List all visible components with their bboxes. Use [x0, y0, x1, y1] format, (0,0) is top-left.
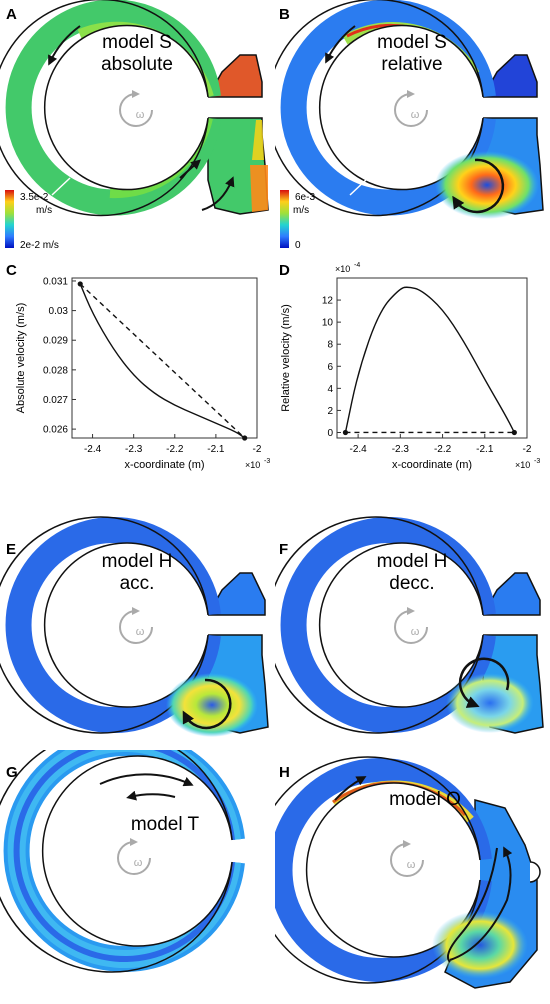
y-tick-label: 0.027: [43, 395, 68, 406]
x-tick-label: -2.2: [434, 444, 452, 455]
model-s-relative-map: ω model S relative 6e-3 m/s 0: [266, 0, 544, 251]
panel-c: C -2.4 -2.3 -2.2 -2.1 -2 0.026 0.027 0.028 0.029…: [0, 260, 275, 500]
colorbar-max-label: 3.5e-2: [20, 192, 49, 203]
x-tick-label: -2.3: [392, 444, 410, 455]
colorbar-unit-label: m/s: [293, 205, 309, 216]
x-axis-label: x-coordinate (m): [124, 459, 204, 471]
omega-symbol: ω: [136, 109, 145, 121]
endpoint-marker: [511, 429, 517, 436]
y-tick-label: 0.03: [49, 306, 69, 317]
y-axis-label: Absolute velocity (m/s): [15, 303, 27, 414]
y-tick-label: 0.031: [43, 276, 68, 287]
model-h-acc-map: ω model H acc.: [0, 516, 269, 737]
panel-title-line1: model S: [377, 32, 447, 53]
panel-letter: B: [279, 6, 290, 23]
y-tick-label: 12: [322, 296, 334, 307]
endpoint-marker: [242, 435, 248, 441]
panel-h: H ω model O: [253, 750, 550, 999]
velocity-curve: [79, 283, 246, 439]
endpoint-marker: [77, 281, 83, 287]
x-axis-label: x-coordinate (m): [392, 459, 472, 471]
endpoint-marker: [342, 429, 349, 436]
panel-title-line1: model H: [377, 551, 448, 572]
x-axis-exponent: -3: [534, 458, 540, 465]
panel-title-line2: acc.: [120, 573, 155, 594]
panel-title-line2: relative: [381, 54, 442, 75]
x-tick-label: -2.3: [125, 444, 143, 455]
colorbar-max-label: 6e-3: [295, 192, 315, 203]
x-tick-label: -2.4: [84, 444, 102, 455]
omega-symbol: ω: [411, 626, 420, 638]
panel-d: D -2.4 -2.3 -2.2 -2.1 -2 0 2 4 6 8 10 12 x-coordinat…: [275, 260, 550, 500]
omega-symbol: ω: [136, 626, 145, 638]
colorbar-min-label: 2e-2 m/s: [20, 240, 59, 251]
x-tick-label: -2: [253, 444, 262, 455]
x-tick-label: -2.1: [476, 444, 494, 455]
panel-title-line1: model O: [389, 789, 461, 810]
x-tick-label: -2.2: [166, 444, 184, 455]
model-h-decc-map: ω model H decc.: [266, 516, 544, 734]
x-tick-label: -2.4: [349, 444, 367, 455]
dashed-reference-line: [79, 283, 246, 439]
y-tick-label: 0: [327, 428, 333, 439]
model-t-map: ω model T: [0, 729, 245, 973]
x-axis-multiplier: ×10: [245, 460, 260, 470]
y-axis-multiplier: ×10: [335, 264, 350, 274]
panel-b: B ω model S relative 6e-3 m/s 0: [266, 0, 550, 260]
panel-letter: D: [279, 262, 290, 279]
model-s-absolute-map: ω model S absolute 3.5e-2 m/s 2e-2 m/s: [0, 0, 269, 251]
omega-symbol: ω: [411, 109, 420, 121]
panel-e: E ω model H acc.: [0, 505, 275, 745]
colorbar: [280, 190, 289, 248]
panel-letter: E: [6, 541, 17, 558]
panel-letter: H: [279, 764, 290, 781]
panel-title-line2: decc.: [389, 573, 434, 594]
panel-a: A ω model S absolute 3.5e-2 m/s 2e-2 m/s: [0, 0, 275, 260]
panel-title-line2: absolute: [101, 54, 173, 75]
panel-letter: F: [279, 541, 289, 558]
omega-symbol: ω: [134, 857, 143, 869]
y-axis-exponent: -4: [354, 262, 360, 269]
y-tick-label: 8: [327, 340, 333, 351]
y-tick-label: 0.029: [43, 336, 68, 347]
omega-symbol: ω: [407, 859, 416, 871]
y-tick-label: 10: [322, 318, 334, 329]
x-tick-label: -2.1: [207, 444, 225, 455]
panel-letter: A: [6, 6, 17, 23]
panel-title-line1: model S: [102, 32, 172, 53]
absolute-velocity-chart: -2.4 -2.3 -2.2 -2.1 -2 0.026 0.027 0.028 0.029 0.…: [15, 276, 270, 471]
plot-frame: [336, 277, 528, 439]
model-o-map: ω model O: [253, 756, 541, 989]
y-tick-label: 4: [327, 384, 333, 395]
x-axis-exponent: -3: [264, 458, 270, 465]
panel-title-line1: model H: [102, 551, 173, 572]
panel-g: G ω model T: [0, 729, 275, 999]
colorbar-unit-label: m/s: [36, 205, 52, 216]
y-tick-label: 0.028: [43, 365, 68, 376]
panel-title-line1: model T: [131, 814, 200, 835]
relative-velocity-chart: -2.4 -2.3 -2.2 -2.1 -2 0 2 4 6 8 10 12 x-coordinate …: [280, 262, 540, 471]
panel-letter: G: [6, 764, 18, 781]
colorbar-min-label: 0: [295, 240, 301, 251]
panel-letter: C: [6, 262, 17, 279]
plot-frame: [71, 277, 258, 439]
y-tick-label: 0.026: [43, 425, 68, 436]
panel-f: F ω model H decc.: [266, 505, 550, 745]
velocity-curve: [344, 286, 515, 433]
x-axis-multiplier: ×10: [515, 460, 530, 470]
x-tick-label: -2: [523, 444, 532, 455]
y-tick-label: 6: [327, 362, 333, 373]
y-axis-label: Relative velocity (m/s): [280, 304, 292, 412]
y-tick-label: 2: [327, 406, 333, 417]
colorbar: [5, 190, 14, 248]
